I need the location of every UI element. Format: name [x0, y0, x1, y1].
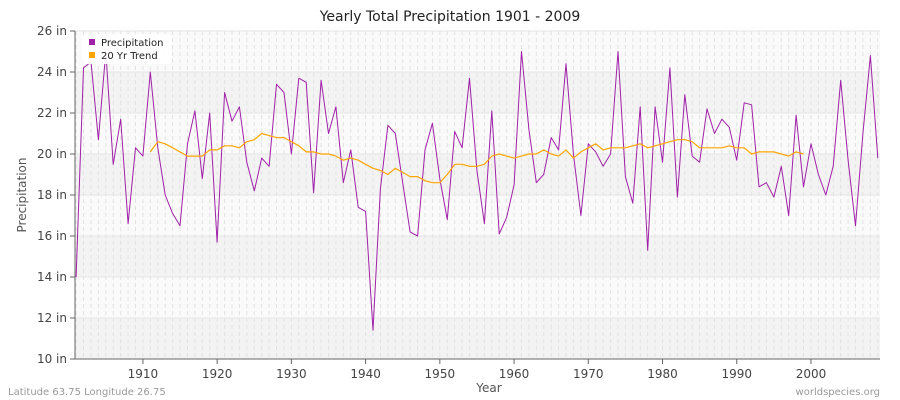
x-tick-label: 1920	[202, 367, 233, 381]
legend-swatch-precipitation	[89, 39, 95, 45]
legend: Precipitation 20 Yr Trend	[82, 34, 172, 64]
legend-label-trend: 20 Yr Trend	[101, 51, 158, 62]
x-tick-label: 1910	[128, 367, 159, 381]
x-tick-label: 1930	[276, 367, 307, 381]
y-tick-label: 14 in	[37, 270, 67, 284]
y-tick-label: 10 in	[37, 352, 67, 366]
footer-location: Latitude 63.75 Longitude 26.75	[8, 387, 166, 398]
grid-band	[75, 277, 880, 318]
x-axis-label: Year	[475, 381, 501, 395]
legend-box	[82, 34, 172, 64]
grid-band	[75, 195, 880, 236]
y-tick-label: 18 in	[37, 188, 67, 202]
x-tick-label: 1960	[499, 367, 530, 381]
grid-band	[75, 72, 880, 113]
y-tick-label: 20 in	[37, 147, 67, 161]
x-tick-label: 2000	[796, 367, 827, 381]
x-tick-label: 1990	[721, 367, 752, 381]
y-tick-label: 22 in	[37, 106, 67, 120]
x-tick-label: 1980	[647, 367, 678, 381]
precipitation-line	[75, 51, 879, 331]
grid-band	[75, 31, 880, 72]
x-tick-label: 1940	[350, 367, 381, 381]
y-tick-label: 26 in	[37, 24, 67, 38]
x-tick-label: 1970	[573, 367, 604, 381]
grid-band	[75, 318, 880, 359]
footer-source[interactable]: worldspecies.org	[796, 387, 880, 398]
chart-title: Yearly Total Precipitation 1901 - 2009	[319, 9, 581, 25]
grid-band	[75, 236, 880, 277]
y-tick-label: 16 in	[37, 229, 67, 243]
y-tick-label: 12 in	[37, 311, 67, 325]
trend-line	[149, 132, 804, 184]
legend-label-precipitation: Precipitation	[101, 38, 164, 49]
x-tick-label: 1950	[425, 367, 456, 381]
y-tick-label: 24 in	[37, 65, 67, 79]
y-axis-label: Precipitation	[15, 157, 29, 232]
legend-swatch-trend	[89, 52, 95, 58]
